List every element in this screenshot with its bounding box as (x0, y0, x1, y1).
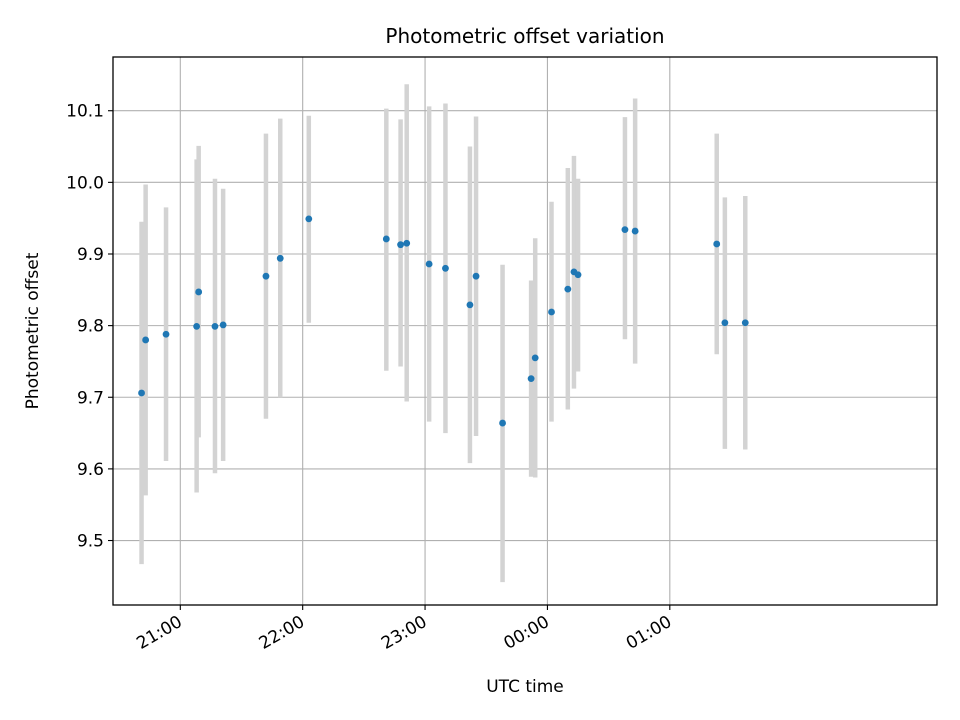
data-points (138, 215, 749, 427)
data-point (564, 285, 572, 293)
data-point (527, 375, 535, 383)
data-point (631, 227, 639, 235)
error-bars (139, 84, 748, 583)
data-point (548, 308, 555, 316)
data-point (466, 301, 474, 309)
data-point (138, 389, 145, 397)
x-tick-label: 00:00 (501, 612, 553, 654)
chart-title: Photometric offset variation (385, 24, 664, 48)
data-point (574, 271, 582, 279)
plot-frame (112, 56, 938, 606)
data-point (162, 330, 170, 338)
data-point (499, 419, 506, 427)
data-point (741, 319, 749, 327)
grid-lines (113, 57, 937, 605)
y-tick-label: 10.1 (66, 102, 104, 122)
data-point (472, 272, 480, 280)
y-tick-label: 10.0 (66, 173, 104, 193)
data-point (193, 322, 201, 330)
x-tick-label: 23:00 (378, 612, 430, 654)
axis-ticks: 21:00 22:00 23:00 00:00 01:00 9.5 9.6 9.7 9.8 9.9… (66, 102, 675, 654)
y-tick-label: 9.6 (77, 460, 104, 480)
y-tick-label: 9.5 (77, 532, 104, 552)
y-tick-label: 9.9 (77, 245, 104, 265)
y-tick-label: 9.7 (77, 388, 104, 408)
data-point (262, 272, 270, 280)
data-point (195, 288, 203, 296)
data-point (403, 239, 411, 247)
data-point (276, 254, 284, 262)
data-point (382, 235, 390, 243)
data-point (713, 240, 721, 248)
data-point (142, 336, 150, 344)
y-tick-label: 9.8 (77, 317, 104, 337)
data-point (531, 354, 539, 362)
data-point (442, 264, 449, 272)
data-point (621, 226, 629, 234)
y-axis-label: Photometric offset (23, 252, 43, 409)
data-point (305, 215, 313, 223)
x-tick-label: 22:00 (256, 612, 308, 654)
x-tick-label: 01:00 (623, 612, 675, 654)
data-point (211, 322, 219, 330)
data-point (721, 319, 729, 327)
x-tick-label: 21:00 (133, 612, 185, 654)
x-axis-label: UTC time (486, 677, 564, 697)
data-point (219, 321, 227, 329)
data-point (397, 241, 404, 249)
data-point (425, 260, 433, 268)
